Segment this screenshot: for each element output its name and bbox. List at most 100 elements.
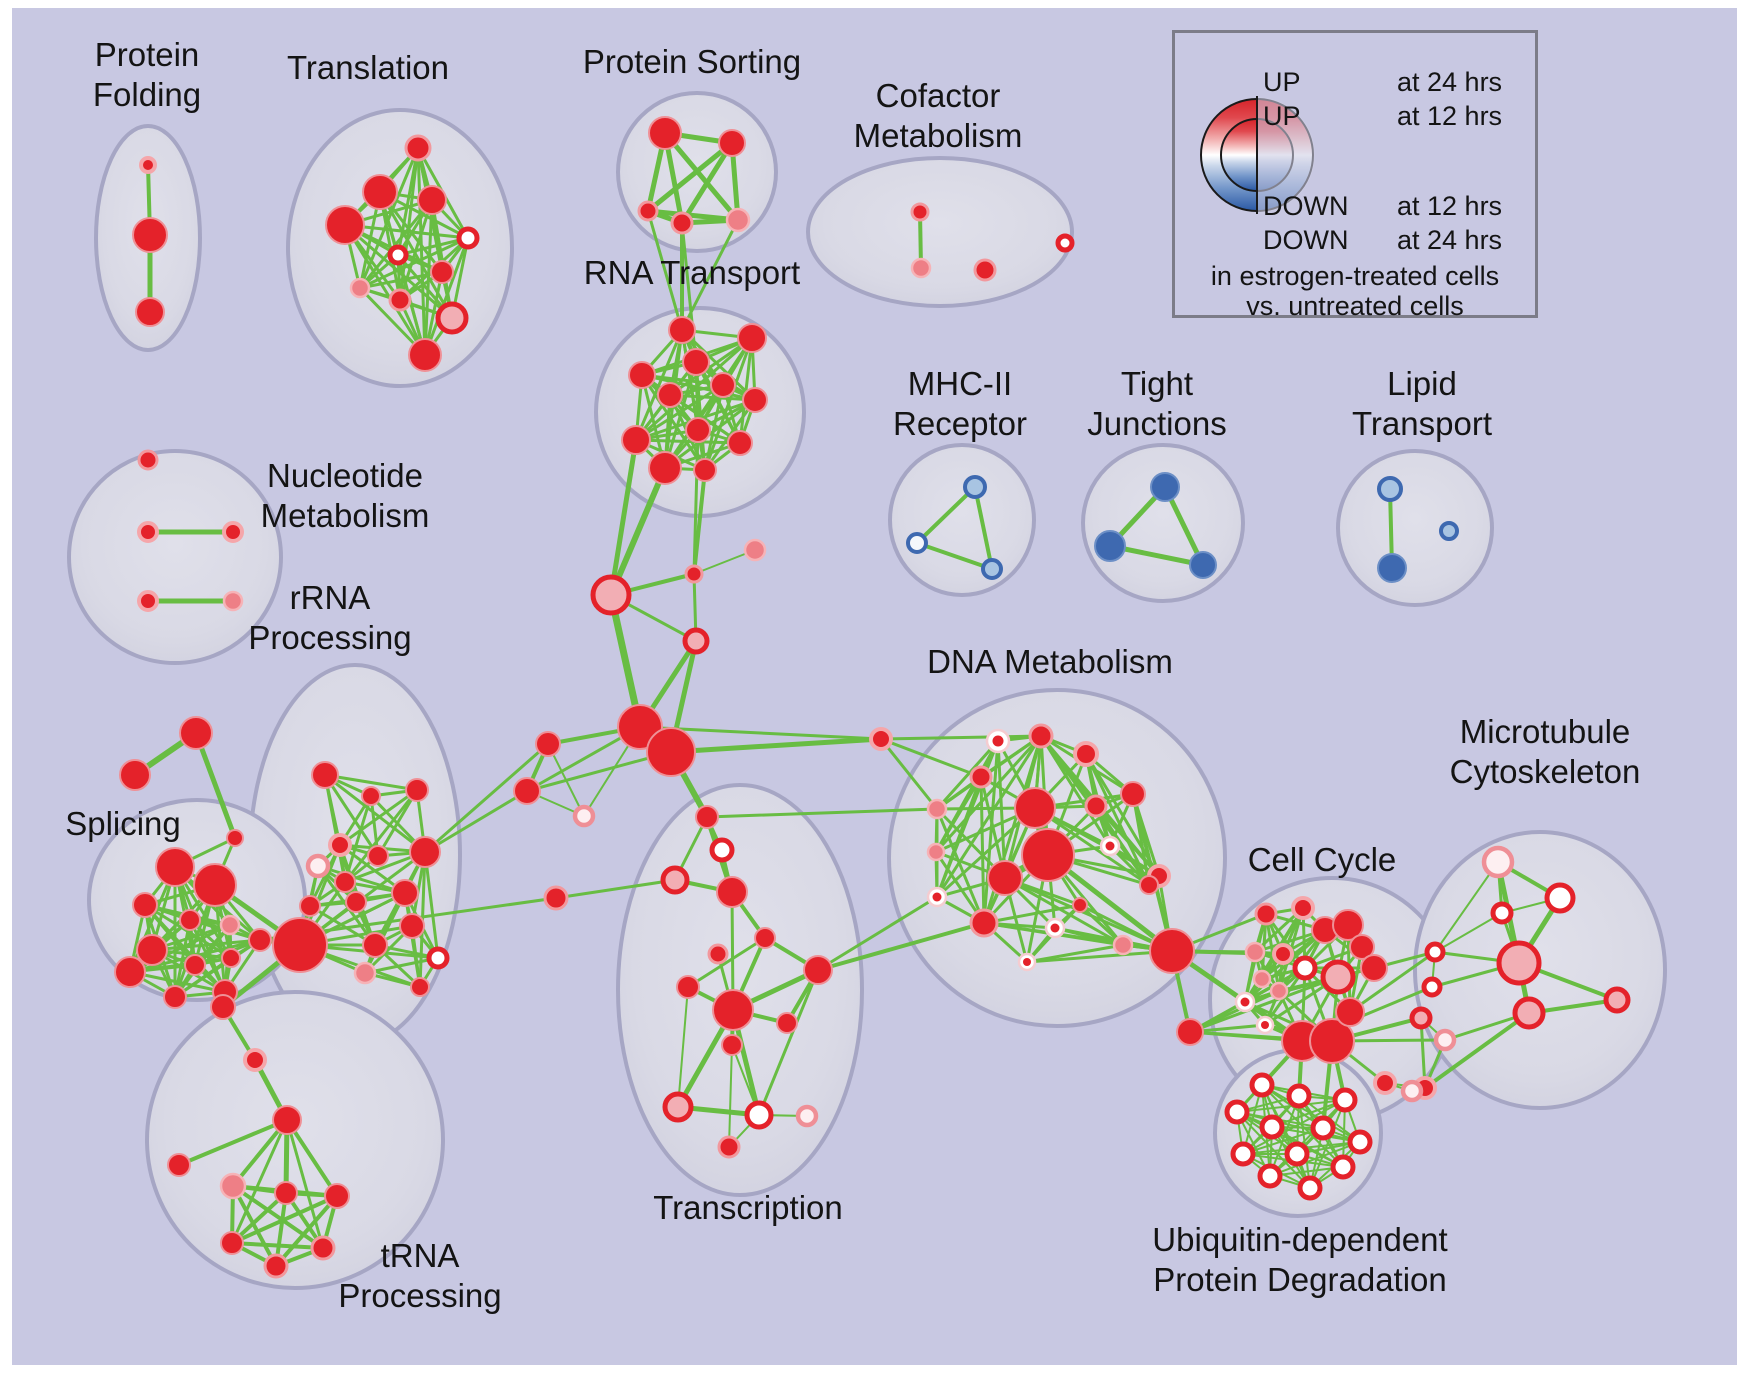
edge [285, 1118, 339, 1198]
node-141 [361, 786, 381, 806]
node-62 [1073, 741, 1099, 767]
node-77 [1112, 934, 1134, 956]
node-169 [222, 521, 244, 543]
node-174 [981, 558, 1003, 580]
edge [177, 1118, 289, 1167]
node-95-core [1261, 1021, 1269, 1029]
node-10 [349, 277, 371, 299]
node-19 [910, 202, 930, 222]
node-40 [646, 727, 696, 777]
node-78 [1149, 928, 1195, 974]
node-129 [193, 863, 237, 907]
node-37 [682, 627, 710, 655]
cluster-label-tight-junctions: Tight Junctions [1087, 365, 1227, 443]
node-50 [707, 943, 729, 965]
legend-down-24-time: at 24 hrs [1397, 225, 1503, 255]
edge [1003, 876, 1125, 947]
edge [973, 485, 994, 571]
legend-up-24-dir: UP [1263, 67, 1301, 97]
node-120 [1230, 1141, 1256, 1167]
node-105 [1490, 901, 1514, 925]
node-75 [969, 908, 999, 938]
node-104 [1544, 882, 1576, 914]
node-150 [345, 891, 367, 913]
edge [316, 864, 407, 895]
node-24 [737, 323, 767, 353]
node-58 [795, 1104, 819, 1128]
node-65 [1084, 794, 1108, 818]
node-172 [963, 475, 987, 499]
edge [231, 1184, 325, 1250]
cluster-label-cofactor: Cofactor Metabolism [853, 77, 1023, 155]
node-49 [754, 927, 776, 949]
node-52 [676, 975, 700, 999]
cluster-label-rna-transport: RNA Transport [583, 254, 801, 291]
node-89 [1292, 955, 1318, 981]
node-90 [1320, 959, 1356, 995]
node-86 [1349, 934, 1375, 960]
edge [1423, 1011, 1531, 1090]
node-121 [1284, 1141, 1310, 1167]
legend-up-12-dir: UP [1263, 101, 1301, 131]
edge [1033, 806, 1151, 887]
node-80-core [1023, 958, 1031, 966]
edge [343, 788, 419, 884]
legend-up-24-time: at 24 hrs [1397, 67, 1503, 97]
node-170 [137, 590, 159, 612]
edge [363, 891, 407, 975]
node-92 [1252, 969, 1272, 989]
node-7 [456, 226, 480, 250]
node-20 [910, 257, 932, 279]
node-140 [311, 761, 339, 789]
node-0 [139, 156, 157, 174]
node-102 [1409, 1006, 1433, 1030]
edge [705, 807, 939, 819]
node-98 [1335, 997, 1365, 1027]
node-54 [776, 1012, 798, 1034]
node-67 [1014, 787, 1056, 829]
cluster-label-rrna-processing: rRNA Processing [248, 579, 412, 657]
edge [879, 737, 983, 779]
node-5 [417, 185, 447, 215]
edge [728, 1009, 734, 1148]
edge [358, 198, 434, 290]
edge [358, 270, 444, 290]
edge [935, 807, 986, 925]
legend-footer-line1: in estrogen-treated cells [1210, 261, 1500, 291]
node-29 [742, 387, 768, 413]
node-3 [404, 134, 432, 162]
node-64 [926, 798, 948, 820]
node-139 [248, 928, 272, 952]
edge [423, 198, 434, 357]
edge [915, 541, 994, 571]
node-180 [1439, 521, 1459, 541]
node-127 [226, 829, 244, 847]
node-1 [132, 217, 168, 253]
edge [816, 921, 986, 972]
edge [677, 986, 689, 1108]
edge [1243, 928, 1327, 1004]
node-51 [803, 955, 833, 985]
node-60-core [992, 735, 1004, 747]
node-116 [1224, 1099, 1250, 1125]
edge [934, 775, 983, 854]
edge [230, 1194, 339, 1245]
node-128 [155, 847, 195, 887]
node-83 [1291, 896, 1315, 920]
node-143 [328, 833, 352, 857]
node-136 [221, 948, 241, 968]
edge [640, 373, 757, 402]
cluster-label-dna-metabolism: DNA Metabolism [927, 643, 1173, 680]
edge [285, 1118, 325, 1250]
node-13 [408, 338, 442, 372]
edge [645, 140, 735, 214]
cluster-ellipse-lipid-transport [1336, 449, 1494, 607]
edge [230, 1241, 325, 1250]
edge [376, 788, 419, 858]
node-179 [1377, 553, 1407, 583]
node-55 [721, 1034, 743, 1056]
node-101 [1421, 976, 1443, 998]
edge [935, 806, 1037, 899]
edge [150, 938, 262, 952]
